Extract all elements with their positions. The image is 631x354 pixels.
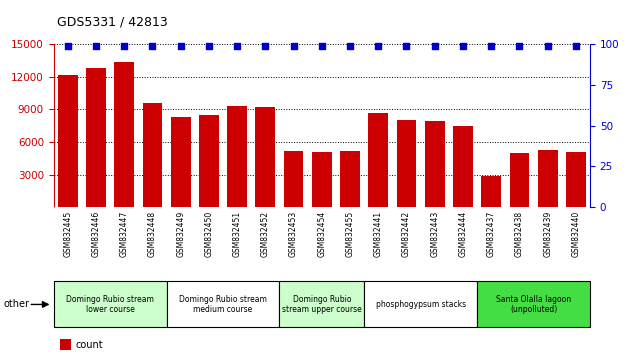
Text: GSM832452: GSM832452 (261, 211, 270, 257)
Bar (199, 115, 219, 207)
Text: GSM832439: GSM832439 (543, 211, 552, 257)
Bar (481, 176, 501, 207)
Bar (425, 121, 445, 207)
Point (232, 43, 242, 49)
Bar (566, 152, 586, 207)
Text: Domingo Rubio stream
medium course: Domingo Rubio stream medium course (179, 295, 267, 314)
Point (430, 43, 440, 49)
Bar (340, 151, 360, 207)
Text: GDS5331 / 42813: GDS5331 / 42813 (57, 15, 168, 28)
Bar (167, 281, 280, 327)
Text: GSM832438: GSM832438 (515, 211, 524, 257)
Point (486, 43, 496, 49)
Text: GSM832443: GSM832443 (430, 211, 439, 257)
Point (148, 43, 158, 49)
Bar (510, 153, 529, 207)
Point (401, 43, 411, 49)
Text: GSM832448: GSM832448 (148, 211, 157, 257)
Text: GSM832442: GSM832442 (402, 211, 411, 257)
Text: GSM832453: GSM832453 (289, 211, 298, 257)
Point (288, 43, 298, 49)
Point (261, 43, 271, 49)
Bar (477, 281, 590, 327)
Text: GSM832444: GSM832444 (459, 211, 468, 257)
Text: GSM832445: GSM832445 (63, 211, 72, 257)
Text: count: count (76, 340, 103, 350)
Bar (114, 62, 134, 207)
Bar (86, 68, 106, 207)
Point (373, 43, 383, 49)
Text: GSM832446: GSM832446 (91, 211, 100, 257)
Point (543, 43, 553, 49)
Bar (538, 149, 558, 207)
Text: other: other (3, 299, 29, 309)
Bar (312, 152, 332, 207)
Text: Domingo Rubio stream
lower course: Domingo Rubio stream lower course (66, 295, 154, 314)
Point (119, 43, 129, 49)
Bar (143, 103, 162, 207)
Text: GSM832441: GSM832441 (374, 211, 383, 257)
Text: GSM832449: GSM832449 (176, 211, 185, 257)
Text: GSM832440: GSM832440 (572, 211, 581, 257)
Bar (364, 281, 477, 327)
Point (91, 43, 101, 49)
Text: GSM832451: GSM832451 (233, 211, 242, 257)
Text: GSM832437: GSM832437 (487, 211, 496, 257)
Point (514, 43, 524, 49)
Text: GSM832447: GSM832447 (120, 211, 129, 257)
Bar (453, 126, 473, 207)
Bar (397, 120, 416, 207)
Bar (171, 117, 191, 207)
Point (317, 43, 327, 49)
Point (62, 43, 73, 49)
Point (345, 43, 355, 49)
Bar (369, 113, 388, 207)
Text: Domingo Rubio
stream upper course: Domingo Rubio stream upper course (282, 295, 362, 314)
Point (204, 43, 214, 49)
Text: phosphogypsum stacks: phosphogypsum stacks (375, 300, 466, 309)
Point (571, 43, 581, 49)
Point (175, 43, 186, 49)
Point (458, 43, 468, 49)
Text: GSM832454: GSM832454 (317, 211, 326, 257)
Bar (284, 151, 304, 207)
Text: GSM832455: GSM832455 (346, 211, 355, 257)
Text: Santa Olalla lagoon
(unpolluted): Santa Olalla lagoon (unpolluted) (496, 295, 571, 314)
Bar (280, 281, 364, 327)
Bar (54, 281, 167, 327)
Bar (227, 106, 247, 207)
Text: GSM832450: GSM832450 (204, 211, 213, 257)
Bar (58, 75, 78, 207)
Bar (256, 107, 275, 207)
